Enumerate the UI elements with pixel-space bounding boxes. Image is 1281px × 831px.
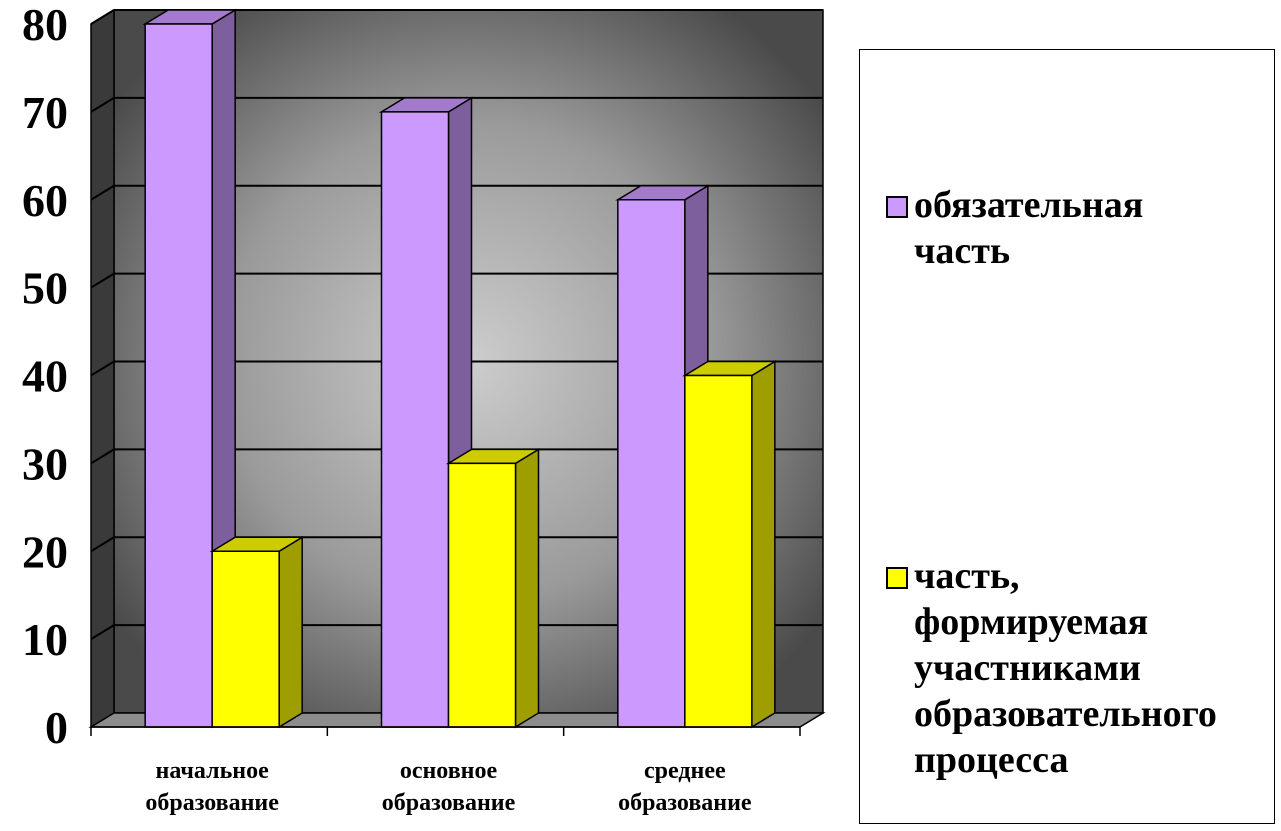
y-tick-label: 30 bbox=[22, 438, 68, 489]
y-tick-label: 70 bbox=[22, 87, 68, 138]
gridline-side bbox=[90, 97, 115, 113]
legend-item-mandatory: обязательная часть bbox=[886, 182, 1274, 274]
y-tick-label: 0 bbox=[45, 702, 68, 753]
bar bbox=[380, 111, 450, 728]
gridline-side bbox=[90, 360, 115, 377]
legend-item-optional: часть, формируемая участниками образоват… bbox=[886, 553, 1274, 783]
bar bbox=[211, 550, 280, 728]
legend-label-line: часть bbox=[914, 230, 1011, 272]
legend-label-line: участниками bbox=[914, 647, 1141, 689]
bar bbox=[617, 199, 686, 728]
y-tick-label: 80 bbox=[22, 0, 68, 50]
x-category-label-line: среднее bbox=[644, 758, 726, 784]
legend-label-line: обязательная bbox=[914, 184, 1144, 226]
legend-label-line: формируемая bbox=[914, 601, 1149, 643]
y-tick-label: 10 bbox=[22, 614, 68, 665]
y-tick-label: 40 bbox=[22, 351, 68, 402]
legend-swatch-mandatory bbox=[886, 196, 908, 218]
x-category-label: основное образование bbox=[382, 758, 516, 816]
gridline-side bbox=[90, 9, 115, 25]
x-category-label-line: образование bbox=[145, 790, 279, 816]
bar-side bbox=[278, 535, 303, 729]
bar bbox=[144, 23, 213, 728]
x-category-label: начальное образование bbox=[145, 758, 279, 816]
x-category-label-line: образование bbox=[382, 790, 516, 816]
legend-swatch-optional bbox=[886, 567, 908, 589]
legend-label-optional: часть, формируемая участниками образоват… bbox=[914, 553, 1274, 783]
gridline-side bbox=[90, 272, 115, 289]
x-category-label: среднее образование bbox=[618, 758, 752, 816]
gridline-side bbox=[90, 536, 115, 553]
x-category-label-line: начальное bbox=[156, 758, 270, 784]
gridline-side bbox=[90, 624, 115, 640]
bars bbox=[142, 8, 778, 729]
y-tick-label: 20 bbox=[22, 526, 68, 577]
legend-label-line: процесса bbox=[914, 739, 1069, 781]
x-category-label-line: образование bbox=[618, 790, 752, 816]
legend-label-mandatory: обязательная часть bbox=[914, 182, 1274, 274]
bar-side bbox=[751, 360, 776, 729]
legend-label-line: образовательного bbox=[914, 693, 1217, 735]
y-tick-label: 50 bbox=[22, 263, 68, 314]
gridline-side bbox=[90, 448, 115, 465]
bar-side bbox=[514, 448, 540, 729]
bar bbox=[684, 374, 753, 728]
legend-label-line: часть, bbox=[914, 555, 1020, 597]
legend: обязательная часть часть, формируемая уч… bbox=[859, 49, 1275, 824]
y-tick-label: 60 bbox=[22, 175, 68, 226]
x-category-label-line: основное bbox=[400, 758, 498, 784]
y-axis: 0 10 20 30 40 50 60 70 80 bbox=[22, 0, 68, 753]
bar bbox=[447, 462, 517, 728]
gridline-side bbox=[90, 184, 115, 201]
